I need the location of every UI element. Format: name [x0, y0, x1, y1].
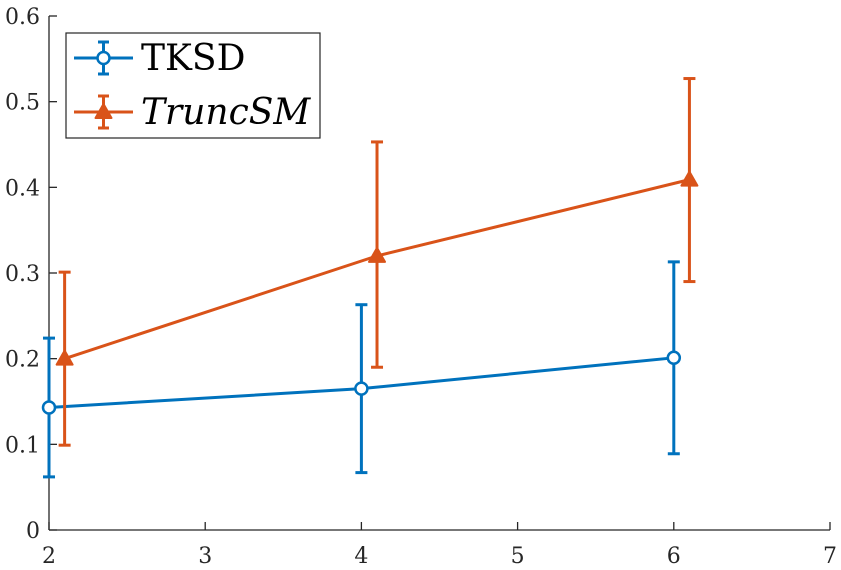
- y-ticks: 0 0.1 0.2 0.3 0.4 0.5 0.6: [5, 5, 57, 544]
- y-tick-label: 0.5: [5, 91, 40, 116]
- series-layer: [41, 77, 699, 479]
- data-point-tksd: [41, 400, 57, 415]
- data-point-tksd: [666, 350, 682, 366]
- legend-marker-tksd: [96, 50, 111, 66]
- data-point-truncsm: [368, 246, 387, 263]
- legend-items: TKSD TruncSM: [74, 38, 311, 133]
- x-tick-label: 6: [667, 544, 681, 569]
- x-ticks: 2 3 4 5 6 7: [42, 522, 837, 569]
- y-tick-label: 0.6: [5, 5, 40, 30]
- x-tick-label: 4: [354, 544, 368, 569]
- y-tick-label: 0.1: [5, 433, 40, 458]
- data-point-tksd: [354, 381, 369, 396]
- legend: TKSD TruncSM: [65, 32, 321, 139]
- x-tick-label: 3: [198, 544, 212, 569]
- y-tick-label: 0.3: [5, 262, 40, 287]
- data-point-truncsm: [55, 349, 74, 366]
- series-tksd: [41, 260, 682, 479]
- legend-marker-truncsm: [94, 103, 113, 119]
- series-truncsm: [55, 77, 699, 447]
- axes: 2 3 4 5 6 7 0 0.1 0.2 0.3 0.4 0.5 0.6: [5, 5, 837, 569]
- y-tick-label: 0.2: [5, 348, 40, 373]
- legend-entry-tksd: TKSD: [74, 38, 245, 79]
- legend-label-tksd: TKSD: [141, 38, 245, 79]
- y-tick-label: 0: [26, 519, 40, 544]
- legend-entry-truncsm: TruncSM: [74, 92, 311, 133]
- data-point-truncsm: [680, 170, 699, 187]
- y-tick-label: 0.4: [5, 176, 40, 201]
- x-tick-label: 5: [511, 544, 525, 569]
- legend-label-truncsm: TruncSM: [141, 92, 311, 133]
- x-tick-label: 7: [823, 544, 837, 569]
- legend-box: [65, 32, 321, 139]
- x-tick-label: 2: [42, 544, 56, 569]
